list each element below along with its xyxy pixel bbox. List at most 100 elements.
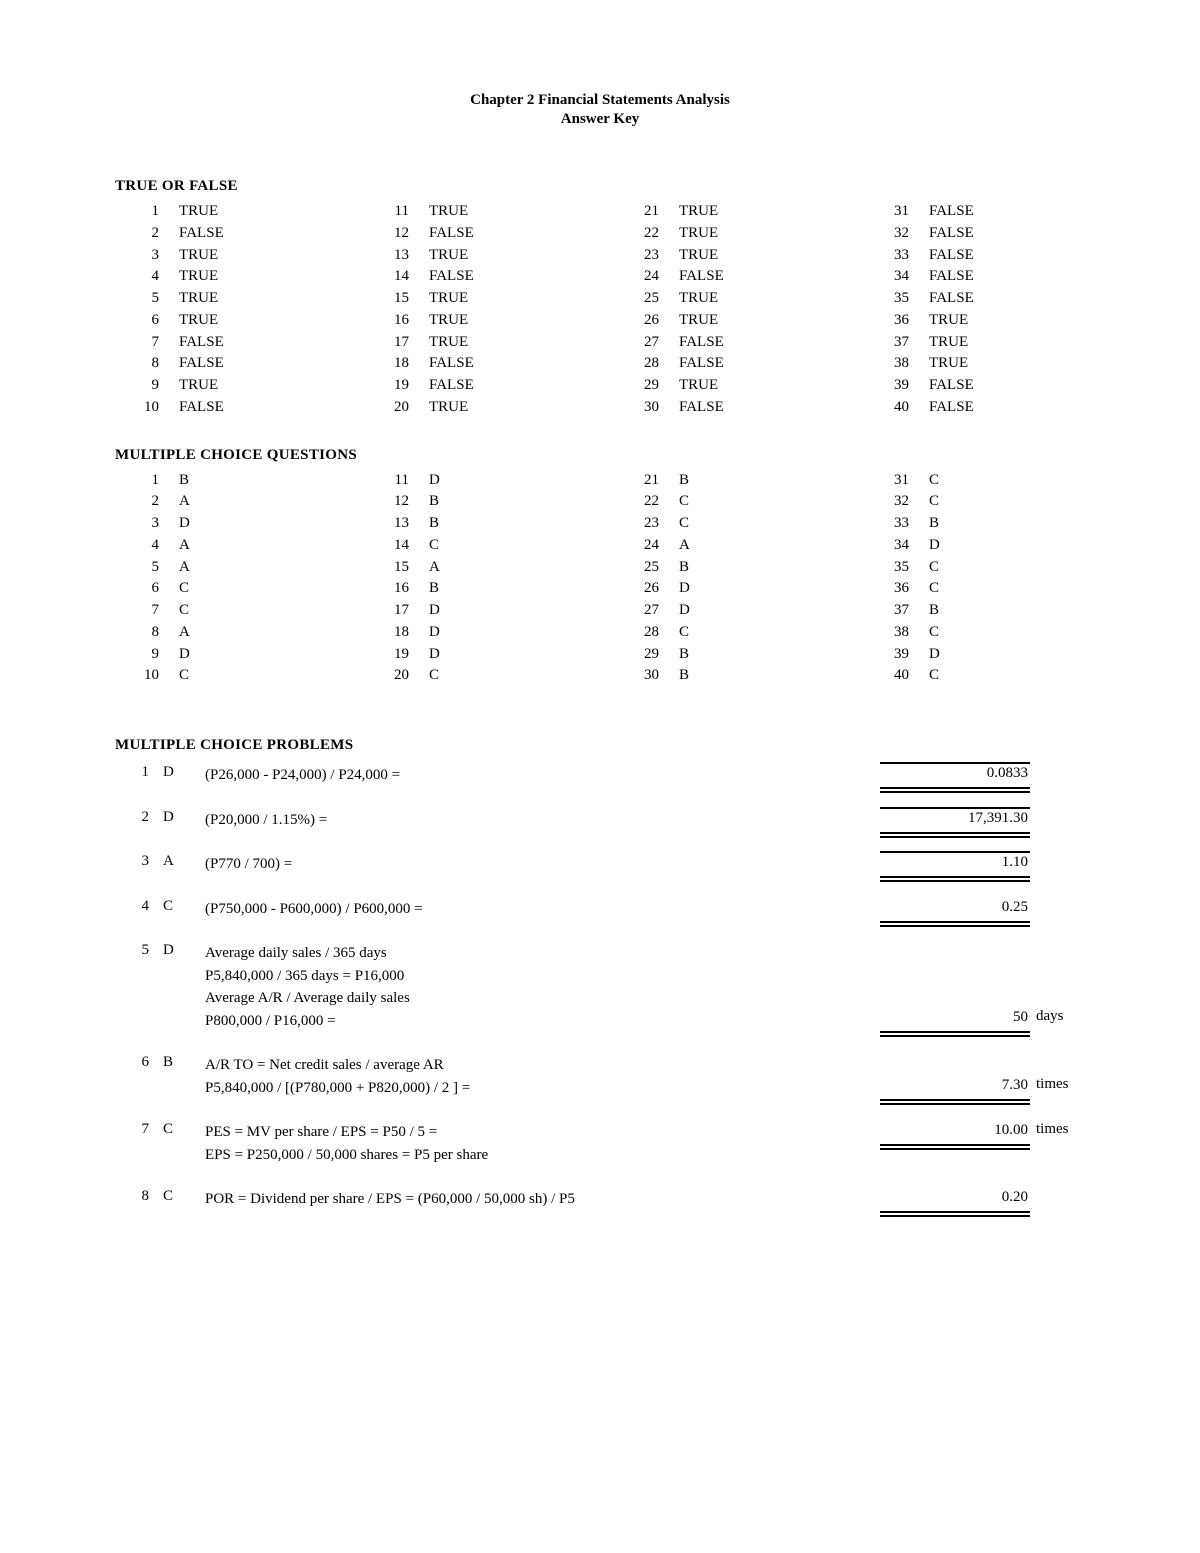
mc-number: 33 [875,513,929,535]
mc-number: 36 [875,578,929,600]
mc-row: 1B [125,470,335,492]
tf-answer: TRUE [679,201,718,223]
problem-answer: C [163,1188,205,1205]
tf-answer: TRUE [679,223,718,245]
mc-number: 39 [875,644,929,666]
mc-answer: B [679,644,709,666]
mc-number: 17 [375,600,429,622]
tf-answer: TRUE [679,245,718,267]
problem-work: (P20,000 / 1.15%) = [205,809,880,832]
problem-result-value: 10.00 [880,1121,1030,1142]
page-title-block: Chapter 2 Financial Statements Analysis … [115,92,1085,128]
mc-number: 18 [375,622,429,644]
mc-answer: B [929,513,959,535]
mc-row: 39D [875,644,1085,666]
tf-row: 27FALSE [625,332,835,354]
problem-work-line: P5,840,000 / 365 days = P16,000 [205,965,880,988]
tf-column: 1TRUE2FALSE3TRUE4TRUE5TRUE6TRUE7FALSE8FA… [125,201,335,419]
tf-number: 32 [875,223,929,245]
mc-row: 31C [875,470,1085,492]
tf-number: 16 [375,310,429,332]
problem-answer: D [163,764,205,781]
mc-number: 34 [875,535,929,557]
mc-answer: D [679,578,709,600]
mc-row: 24A [625,535,835,557]
mc-row: 20C [375,665,585,687]
mc-row: 10C [125,665,335,687]
mc-number: 19 [375,644,429,666]
mc-row: 15A [375,557,585,579]
mc-row: 7C [125,600,335,622]
mc-row: 37B [875,600,1085,622]
problem-number: 4 [115,898,163,915]
tf-row: 25TRUE [625,288,835,310]
tf-number: 28 [625,353,679,375]
tf-number: 19 [375,375,429,397]
problem-row: 7CPES = MV per share / EPS = P50 / 5 =EP… [115,1121,1085,1166]
mc-row: 22C [625,491,835,513]
mc-number: 40 [875,665,929,687]
tf-row: 5TRUE [125,288,335,310]
tf-answer: FALSE [179,397,224,419]
tf-number: 27 [625,332,679,354]
tf-number: 2 [125,223,179,245]
tf-answer: TRUE [179,245,218,267]
tf-row: 18FALSE [375,353,585,375]
tf-row: 7FALSE [125,332,335,354]
tf-answer: TRUE [679,375,718,397]
tf-answer: FALSE [429,353,474,375]
tf-answer: FALSE [679,397,724,419]
tf-answer: TRUE [929,310,968,332]
tf-answer: FALSE [929,266,974,288]
problem-work-line: (P26,000 - P24,000) / P24,000 = [205,764,880,787]
tf-number: 39 [875,375,929,397]
tf-answer: TRUE [429,397,468,419]
tf-answer: TRUE [179,201,218,223]
problem-result-value: 0.0833 [880,764,1030,785]
mc-number: 9 [125,644,179,666]
title-line-2: Answer Key [115,111,1085,128]
mc-row: 25B [625,557,835,579]
mc-answer: C [179,578,209,600]
tf-row: 28FALSE [625,353,835,375]
tf-number: 35 [875,288,929,310]
mc-answer: C [929,665,959,687]
tf-answer: TRUE [429,288,468,310]
tf-number: 40 [875,397,929,419]
problem-row: 5DAverage daily sales / 365 daysP5,840,0… [115,942,1085,1032]
problem-result-value: 7.30 [880,1076,1030,1097]
mc-answer: C [929,557,959,579]
section-heading-mc: MULTIPLE CHOICE QUESTIONS [115,447,1085,464]
problem-result-value: 50 [880,1008,1030,1029]
mc-row: 26D [625,578,835,600]
tf-number: 17 [375,332,429,354]
tf-number: 24 [625,266,679,288]
mc-row: 40C [875,665,1085,687]
mc-answer: B [179,470,209,492]
problem-row: 1D(P26,000 - P24,000) / P24,000 =0.0833 [115,764,1085,787]
problem-answer: C [163,1121,205,1138]
problem-row: 2D(P20,000 / 1.15%) =17,391.30 [115,809,1085,832]
problem-work-line: (P770 / 700) = [205,853,880,876]
problem-work-line: (P750,000 - P600,000) / P600,000 = [205,898,880,921]
tf-answer: TRUE [179,266,218,288]
tf-row: 19FALSE [375,375,585,397]
mc-row: 6C [125,578,335,600]
mc-answer: D [429,470,459,492]
multiple-choice-grid: 1B2A3D4A5A6C7C8A9D10C11D12B13B14C15A16B1… [125,470,1085,688]
mc-row: 38C [875,622,1085,644]
problem-work-line: PES = MV per share / EPS = P50 / 5 = [205,1121,880,1144]
tf-row: 38TRUE [875,353,1085,375]
tf-answer: FALSE [929,288,974,310]
mc-number: 31 [875,470,929,492]
mc-answer: B [679,470,709,492]
problem-work-line: Average daily sales / 365 days [205,942,880,965]
mc-row: 32C [875,491,1085,513]
tf-answer: FALSE [679,332,724,354]
mc-row: 30B [625,665,835,687]
tf-answer: FALSE [929,397,974,419]
tf-number: 30 [625,397,679,419]
problem-result-unit: times [1030,1121,1085,1138]
tf-answer: TRUE [679,288,718,310]
problem-result: 17,391.30 [880,809,1030,830]
